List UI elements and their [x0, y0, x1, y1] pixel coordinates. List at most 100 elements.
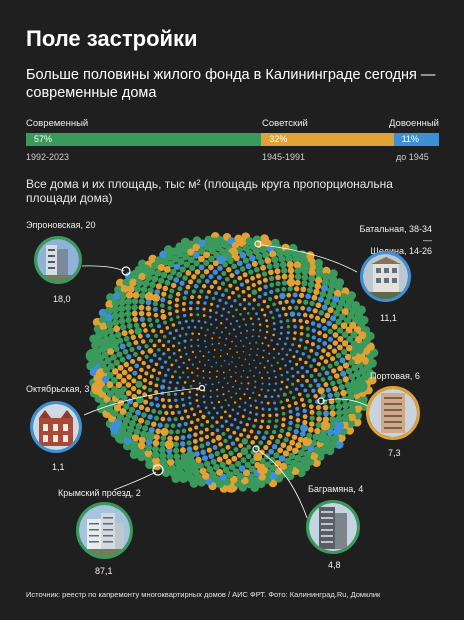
house-bubble [226, 427, 230, 432]
bar-years-modern: 1992-2023 [26, 152, 70, 162]
house-bubble [159, 446, 166, 454]
house-bubble [264, 257, 272, 264]
house-bubble [231, 290, 235, 295]
house-bubble [235, 286, 240, 291]
page-title: Поле застройки [26, 26, 198, 51]
house-bubble [199, 273, 206, 279]
house-bubble [253, 452, 263, 462]
house-bubble [151, 328, 156, 333]
house-bubble [210, 365, 213, 368]
house-bubble [230, 396, 233, 399]
house-bubble [182, 296, 187, 301]
photo-bagramyana [306, 500, 360, 554]
house-bubble [315, 302, 322, 309]
marker-epronovskaya [121, 266, 131, 276]
house-bubble [156, 324, 162, 329]
house-bubble [305, 333, 310, 338]
house-bubble [196, 418, 200, 422]
house-bubble [317, 387, 325, 395]
house-bubble [252, 424, 256, 428]
house-bubble [222, 466, 230, 474]
house-bubble [291, 374, 295, 378]
house-bubble [197, 294, 202, 299]
house-bubble [123, 361, 130, 368]
house-bubble [337, 336, 344, 342]
house-bubble [247, 382, 250, 385]
house-bubble [330, 301, 337, 309]
house-bubble [312, 358, 317, 363]
house-bubble [183, 409, 188, 413]
marker-krymsky [152, 464, 164, 476]
house-bubble [222, 453, 229, 460]
house-bubble [233, 254, 240, 262]
house-bubble [202, 307, 206, 311]
house-bubble [224, 344, 227, 346]
house-bubble [241, 415, 245, 418]
house-bubble [271, 429, 277, 435]
house-bubble [271, 256, 279, 264]
house-bubble [319, 355, 324, 360]
house-bubble [333, 360, 340, 367]
house-bubble [272, 322, 276, 325]
house-bubble [293, 331, 297, 335]
house-bubble [285, 318, 290, 323]
house-bubble [234, 380, 237, 382]
house-bubble [341, 348, 348, 356]
house-bubble [336, 344, 343, 351]
house-bubble [275, 274, 281, 281]
house-bubble [160, 313, 167, 320]
house-bubble [317, 330, 322, 336]
house-bubble [332, 332, 339, 338]
house-bubble [310, 451, 318, 460]
house-bubble [194, 451, 200, 457]
house-bubble [232, 328, 236, 331]
house-bubble [138, 310, 145, 317]
house-bubble [181, 392, 184, 396]
house-bubble [189, 300, 193, 305]
house-bubble [218, 342, 220, 345]
house-bubble [123, 335, 130, 342]
house-bubble [238, 405, 241, 408]
house-bubble [204, 427, 209, 432]
house-bubble [220, 448, 226, 454]
house-bubble [323, 298, 331, 306]
house-bubble [333, 309, 340, 317]
house-bubble [305, 293, 311, 300]
house-bubble [160, 365, 164, 369]
house-bubble [213, 349, 216, 351]
house-bubble [279, 367, 282, 370]
house-bubble [107, 348, 115, 356]
house-bubble [179, 355, 183, 359]
house-bubble [152, 301, 158, 307]
building-icon [79, 505, 130, 556]
house-bubble [163, 320, 167, 325]
house-bubble [118, 298, 126, 306]
house-bubble [258, 394, 261, 397]
leader-portovaya [322, 398, 369, 407]
house-bubble [332, 385, 339, 392]
house-bubble [147, 317, 153, 323]
house-bubble [159, 329, 164, 334]
house-bubble [138, 298, 145, 305]
house-bubble [224, 288, 229, 293]
house-bubble [288, 360, 292, 363]
house-bubble [255, 312, 258, 316]
house-bubble [148, 338, 154, 343]
house-bubble [203, 268, 210, 275]
house-bubble [267, 344, 270, 347]
house-bubble [344, 317, 352, 325]
house-bubble [229, 348, 231, 350]
house-bubble [309, 300, 315, 307]
house-bubble [236, 425, 240, 430]
house-bubble [289, 311, 296, 317]
house-bubble [297, 392, 302, 397]
house-bubble [196, 300, 200, 305]
house-bubble [299, 325, 304, 330]
house-bubble [157, 410, 163, 415]
house-bubble [141, 360, 146, 366]
house-bubble [226, 471, 234, 479]
house-bubble [209, 284, 214, 290]
house-bubble [299, 431, 306, 437]
house-bubble [234, 269, 240, 275]
house-bubble [178, 334, 182, 338]
